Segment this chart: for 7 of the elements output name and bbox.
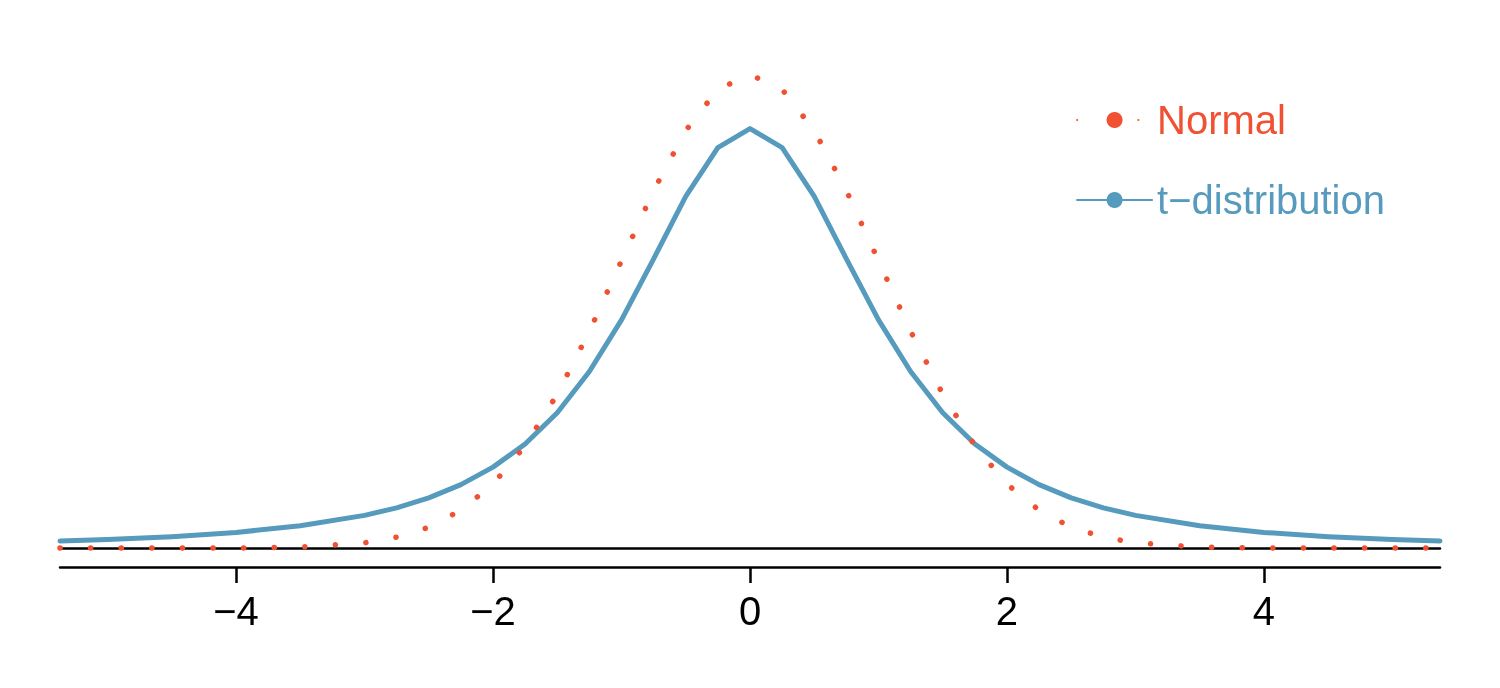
x-tick-label: −2 [470, 589, 516, 633]
legend-label: Normal [1157, 98, 1286, 142]
legend-label: t−distribution [1157, 178, 1386, 222]
x-tick-label: 4 [1252, 589, 1276, 633]
x-tick-label: 2 [995, 589, 1019, 633]
x-tick-label: −4 [213, 589, 259, 633]
x-tick-label: 0 [738, 589, 762, 633]
